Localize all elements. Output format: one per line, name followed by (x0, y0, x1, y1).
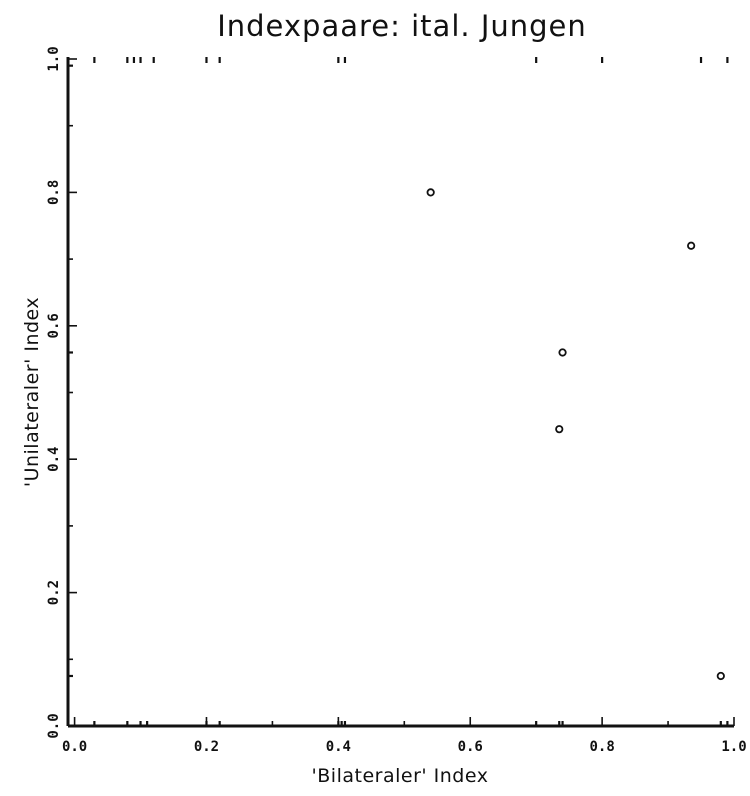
tick-labels: 0.0 0.2 0.4 0.6 0.8 1.0 0.0 0.2 0.4 0.6 0.8 1.0 (46, 46, 747, 755)
data-point (558, 348, 567, 357)
x-axis-label: 'Bilateraler' Index (312, 765, 489, 787)
y-tick-label: 0.0 (46, 713, 62, 738)
data-points (426, 188, 725, 681)
y-tick-label: 0.2 (46, 580, 62, 605)
y-tick-label: 0.8 (46, 180, 62, 205)
x-tick-label: 0.2 (194, 739, 219, 755)
x-tick-label: 0.4 (326, 739, 351, 755)
y-tick-label: 0.6 (46, 313, 62, 338)
rug-marks (68, 57, 729, 726)
x-tick-label: 0.8 (589, 739, 614, 755)
x-tick-label: 0.6 (458, 739, 483, 755)
y-tick-label: 0.4 (46, 447, 62, 472)
data-point (426, 188, 435, 197)
x-tick-label: 0.0 (62, 739, 87, 755)
x-tick-label: 1.0 (721, 739, 746, 755)
plot-axes (66, 57, 735, 728)
data-point (716, 671, 725, 681)
data-point (555, 425, 564, 434)
chart-title: Indexpaare: ital. Jungen (217, 9, 587, 43)
y-tick-label: 1.0 (46, 46, 62, 71)
y-axis-label: 'Unilateraler' Index (21, 297, 43, 487)
data-point (687, 241, 696, 250)
